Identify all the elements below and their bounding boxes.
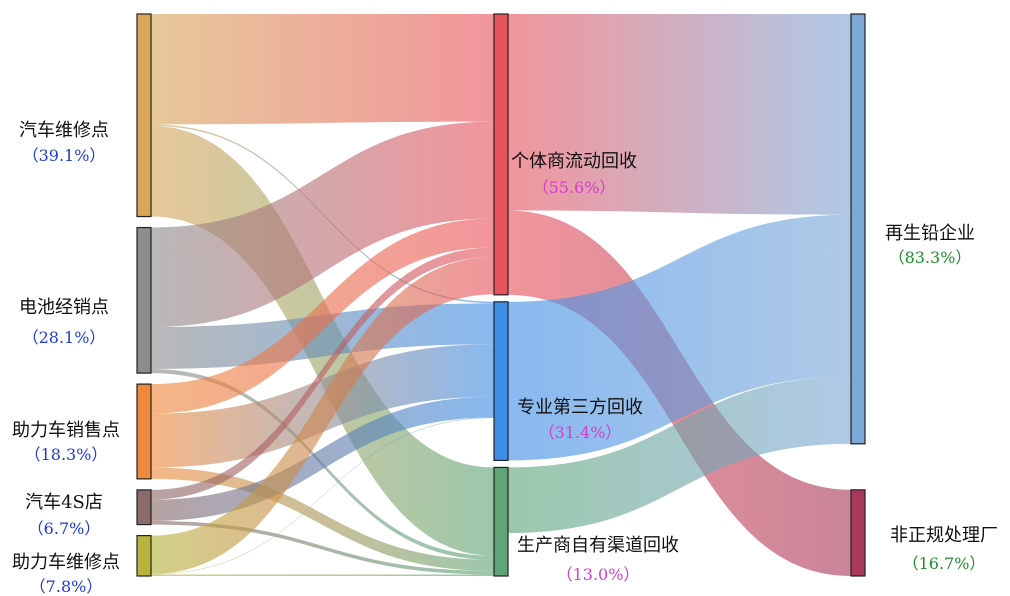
link-car_4s-to-third_party	[151, 396, 494, 521]
percent-informal: （16.7%）	[903, 554, 986, 573]
percent-individual: （55.6%）	[533, 178, 616, 197]
sankey-labels: 汽车维修点 （39.1%） 电池经销点 （28.1%） 助力车销售点 （18.3%） 汽车4…	[12, 120, 998, 596]
node-ebike_sales	[136, 383, 152, 480]
label-individual: 个体商流动回收	[511, 151, 637, 172]
node-third_party	[493, 301, 509, 462]
link-third_party-to-recycled_lead	[508, 214, 851, 461]
link-car_repair-to-individual	[151, 14, 494, 125]
label-third_party: 专业第三方回收	[517, 397, 643, 418]
link-ebike_sales-to-producer	[151, 467, 494, 571]
node-informal	[850, 489, 866, 577]
label-producer: 生产商自有渠道回收	[517, 535, 679, 556]
sankey-links	[151, 14, 851, 576]
label-ebike_repair: 助力车维修点	[12, 552, 120, 573]
percent-third_party: （31.4%）	[539, 423, 622, 442]
percent-ebike_sales: （18.3%）	[25, 445, 108, 464]
node-individual	[493, 13, 509, 296]
node-recycled_lead	[850, 13, 866, 445]
link-ebike_sales-to-individual	[151, 218, 494, 414]
link-car_4s-to-producer	[151, 520, 494, 575]
sankey-nodes	[136, 13, 866, 577]
label-battery_dealer: 电池经销点	[19, 297, 109, 318]
link-battery_dealer-to-individual	[151, 121, 494, 327]
link-individual-to-recycled_lead	[508, 14, 851, 215]
percent-producer: （13.0%）	[557, 565, 640, 584]
percent-ebike_repair: （7.8%）	[30, 577, 103, 596]
node-ebike_repair	[136, 534, 152, 577]
link-producer-to-recycled_lead	[508, 376, 851, 534]
label-informal: 非正规处理厂	[890, 525, 998, 546]
percent-recycled_lead: （83.3%）	[889, 248, 972, 267]
node-car_4s	[136, 489, 152, 526]
percent-car_repair: （39.1%）	[23, 146, 106, 165]
node-car_repair	[136, 13, 152, 218]
node-battery_dealer	[136, 226, 152, 374]
label-ebike_sales: 助力车销售点	[12, 420, 120, 441]
node-producer	[493, 466, 509, 577]
label-recycled_lead: 再生铅企业	[885, 223, 975, 244]
link-ebike_repair-to-producer	[151, 574, 494, 576]
percent-car_4s: （6.7%）	[28, 519, 101, 538]
link-car_4s-to-individual	[151, 247, 494, 500]
label-car_4s: 汽车4S店	[25, 492, 103, 513]
link-ebike_repair-to-third_party	[151, 417, 494, 575]
label-car_repair: 汽车维修点	[19, 120, 109, 141]
percent-battery_dealer: （28.1%）	[23, 328, 106, 347]
link-ebike_repair-to-individual	[151, 256, 494, 574]
